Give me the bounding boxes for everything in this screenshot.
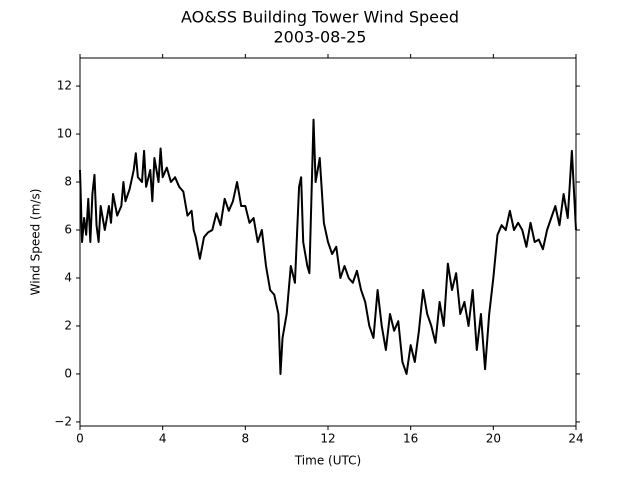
y-tick-label: 4 xyxy=(64,270,72,284)
y-tick-label: 2 xyxy=(64,318,72,332)
chart-title: AO&SS Building Tower Wind Speed xyxy=(181,8,459,27)
y-axis-label: Wind Speed (m/s) xyxy=(29,189,43,296)
y-tick-label: 8 xyxy=(64,175,72,189)
y-tick-label: 10 xyxy=(57,127,72,141)
x-tick-label: 8 xyxy=(242,432,250,446)
x-tick-label: 16 xyxy=(403,432,418,446)
chart-subtitle: 2003-08-25 xyxy=(274,28,367,47)
plot-frame xyxy=(79,57,577,427)
x-tick-label: 24 xyxy=(568,432,583,446)
x-tick-label: 4 xyxy=(159,432,167,446)
y-tick-label: 6 xyxy=(64,223,72,237)
y-tick-label: 0 xyxy=(64,366,72,380)
x-axis-label: Time (UTC) xyxy=(294,454,361,468)
wind-speed-line xyxy=(79,118,577,375)
x-tick-label: 0 xyxy=(76,432,84,446)
x-tick-label: 12 xyxy=(320,432,335,446)
y-tick-label: 12 xyxy=(57,79,72,93)
y-tick-label: −2 xyxy=(54,414,72,428)
x-tick-label: 20 xyxy=(486,432,501,446)
